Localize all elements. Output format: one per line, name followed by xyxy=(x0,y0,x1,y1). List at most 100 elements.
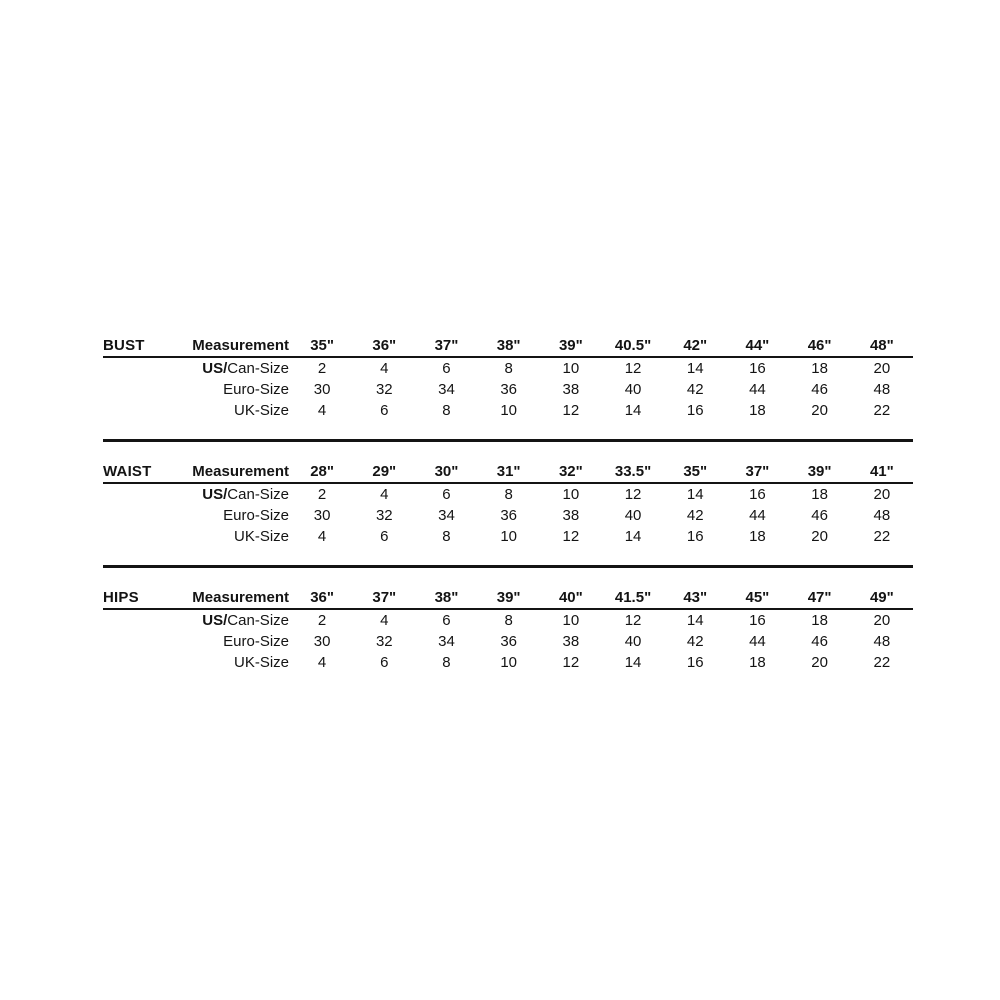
size-cell: 42 xyxy=(686,381,704,398)
size-cell: 14 xyxy=(686,360,704,377)
table-row-euro: Euro-Size 30 32 34 36 38 40 42 44 46 48 xyxy=(103,505,913,526)
size-cell: 34 xyxy=(438,507,455,524)
size-cell: 4 xyxy=(317,654,327,671)
size-cell: 18 xyxy=(811,612,828,629)
size-cell: 46 xyxy=(811,381,828,398)
size-cell: 22 xyxy=(873,402,891,419)
measurement-header: 49" xyxy=(850,587,913,610)
measurement-header: 31" xyxy=(477,461,540,484)
size-cell: 18 xyxy=(749,528,766,545)
measurement-header: 38" xyxy=(415,587,478,610)
size-cell: 12 xyxy=(624,486,642,503)
size-cell: 10 xyxy=(562,612,580,629)
size-cell: 36 xyxy=(500,507,517,524)
us-label-bold: US/ xyxy=(202,612,228,629)
section-label: BUST xyxy=(103,335,188,358)
size-cell: 6 xyxy=(380,654,389,671)
size-cell: 44 xyxy=(749,507,766,524)
size-cell: 38 xyxy=(562,633,580,650)
size-cell: 12 xyxy=(562,654,580,671)
measurement-header: 35" xyxy=(664,461,727,484)
measurement-header: 32" xyxy=(539,461,602,484)
us-label-rest: Can-Size xyxy=(227,612,289,629)
measurement-header: 39" xyxy=(477,587,540,610)
size-cell: 30 xyxy=(313,507,331,524)
size-cell: 48 xyxy=(873,633,891,650)
spacer-cell xyxy=(103,379,188,400)
size-cell: 12 xyxy=(624,360,642,377)
size-cell: 44 xyxy=(749,381,766,398)
us-label-rest: Can-Size xyxy=(227,486,289,503)
size-cell: 38 xyxy=(562,381,580,398)
measurement-header: 42" xyxy=(664,335,727,358)
table-row-uk: UK-Size 4 6 8 10 12 14 16 18 20 22 xyxy=(103,526,913,547)
spacer-cell xyxy=(103,400,188,421)
measurement-header: 40" xyxy=(539,587,602,610)
size-cell: 18 xyxy=(811,486,828,503)
size-table-bust: BUST Measurement 35" 36" 37" 38" 39" 40.… xyxy=(103,335,913,421)
size-cell: 16 xyxy=(686,654,704,671)
size-cell: 16 xyxy=(686,528,704,545)
size-cell: 32 xyxy=(375,507,393,524)
row-label-uk: UK-Size xyxy=(233,402,289,419)
size-cell: 44 xyxy=(749,633,766,650)
size-cell: 12 xyxy=(562,528,580,545)
size-cell: 20 xyxy=(811,528,828,545)
section-label: HIPS xyxy=(103,587,188,610)
size-cell: 2 xyxy=(317,612,327,629)
table-row-us-can: US/Can-Size 2 4 6 8 10 12 14 16 18 20 xyxy=(103,609,913,631)
spacer-cell xyxy=(103,631,188,652)
size-cell: 4 xyxy=(380,486,389,503)
size-cell: 22 xyxy=(873,528,891,545)
table-row-us-can: US/Can-Size 2 4 6 8 10 12 14 16 18 20 xyxy=(103,483,913,505)
measurement-header: 39" xyxy=(539,335,602,358)
measurement-header: 48" xyxy=(850,335,913,358)
measurement-header: 41.5" xyxy=(601,587,665,610)
spacer-cell xyxy=(103,483,188,505)
size-cell: 20 xyxy=(811,402,828,419)
row-label-euro: Euro-Size xyxy=(223,381,289,398)
row-label-us-can: US/Can-Size xyxy=(188,357,291,379)
size-cell: 14 xyxy=(624,528,642,545)
spacer-cell xyxy=(103,357,188,379)
measurement-header: 36" xyxy=(353,335,416,358)
size-cell: 20 xyxy=(873,360,891,377)
table-row-header: HIPS Measurement 36" 37" 38" 39" 40" 41.… xyxy=(103,587,913,610)
measurement-header: 30" xyxy=(415,461,478,484)
table-row-uk: UK-Size 4 6 8 10 12 14 16 18 20 22 xyxy=(103,400,913,421)
size-cell: 12 xyxy=(562,402,580,419)
size-cell: 18 xyxy=(749,654,766,671)
size-cell: 18 xyxy=(749,402,766,419)
size-cell: 8 xyxy=(442,402,451,419)
us-label-bold: US/ xyxy=(202,360,228,377)
size-cell: 6 xyxy=(442,612,451,629)
size-cell: 2 xyxy=(317,360,327,377)
row-label-us-can: US/Can-Size xyxy=(188,483,291,505)
size-cell: 34 xyxy=(438,381,455,398)
size-cell: 16 xyxy=(749,612,766,629)
row-label-uk: UK-Size xyxy=(233,528,289,545)
size-cell: 20 xyxy=(811,654,828,671)
size-cell: 46 xyxy=(811,507,828,524)
size-cell: 46 xyxy=(811,633,828,650)
size-cell: 40 xyxy=(624,633,642,650)
size-cell: 4 xyxy=(317,528,327,545)
size-cell: 8 xyxy=(442,528,451,545)
size-cell: 20 xyxy=(873,612,891,629)
size-table-waist: WAIST Measurement 28" 29" 30" 31" 32" 33… xyxy=(103,461,913,547)
table-row-euro: Euro-Size 30 32 34 36 38 40 42 44 46 48 xyxy=(103,379,913,400)
us-label-bold: US/ xyxy=(202,486,228,503)
size-chart: BUST Measurement 35" 36" 37" 38" 39" 40.… xyxy=(103,335,913,673)
size-cell: 14 xyxy=(686,612,704,629)
section-label: WAIST xyxy=(103,461,188,484)
size-cell: 6 xyxy=(380,528,389,545)
table-row-us-can: US/Can-Size 2 4 6 8 10 12 14 16 18 20 xyxy=(103,357,913,379)
size-cell: 8 xyxy=(504,360,513,377)
spacer-cell xyxy=(103,505,188,526)
us-label-rest: Can-Size xyxy=(227,360,289,377)
size-cell: 4 xyxy=(380,612,389,629)
spacer-cell xyxy=(103,526,188,547)
size-cell: 14 xyxy=(624,654,642,671)
size-cell: 30 xyxy=(313,381,331,398)
